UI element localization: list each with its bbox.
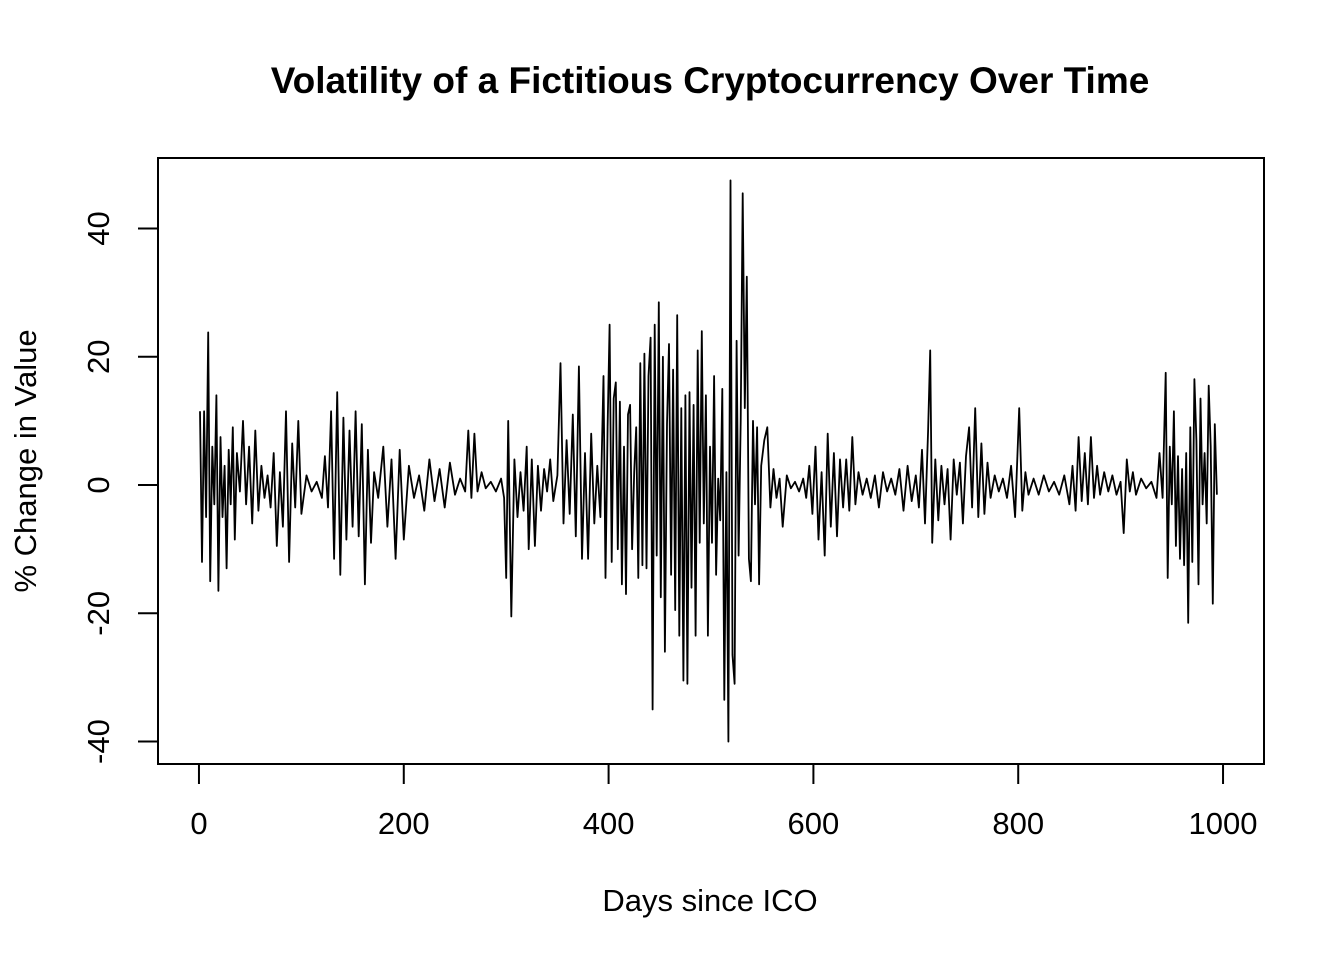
series-line (199, 179, 1218, 743)
x-tick-label: 200 (378, 806, 430, 841)
y-axis: -40 -20 0 20 40 (81, 211, 159, 764)
x-tick-label: 600 (788, 806, 840, 841)
y-tick-label: 40 (81, 211, 116, 245)
y-tick-label: 0 (81, 476, 116, 493)
x-tick-label: 0 (190, 806, 207, 841)
x-tick-label: 800 (992, 806, 1044, 841)
x-tick-label: 1000 (1189, 806, 1258, 841)
y-axis-label: % Change in Value (8, 329, 43, 592)
y-tick-label: -20 (81, 591, 116, 636)
y-tick-label: 20 (81, 340, 116, 374)
x-axis-label: Days since ICO (602, 883, 817, 918)
x-axis: 0 200 400 600 800 1000 (190, 763, 1258, 841)
chart-title: Volatility of a Fictitious Cryptocurrenc… (271, 60, 1150, 101)
x-tick-label: 400 (583, 806, 635, 841)
y-tick-label: -40 (81, 719, 116, 764)
